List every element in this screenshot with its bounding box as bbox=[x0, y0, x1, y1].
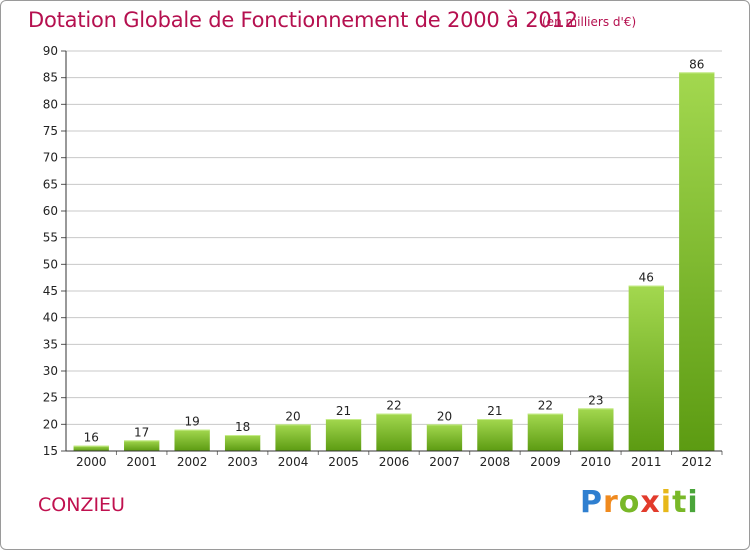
x-tick-label-2005: 2005 bbox=[328, 455, 359, 469]
value-label-2008: 21 bbox=[487, 404, 502, 418]
value-label-2011: 46 bbox=[639, 271, 654, 285]
y-tick-label: 60 bbox=[43, 204, 58, 218]
y-tick-label: 55 bbox=[43, 231, 58, 245]
y-tick-label: 20 bbox=[43, 417, 58, 431]
value-label-2006: 22 bbox=[386, 399, 401, 413]
x-tick-label-2008: 2008 bbox=[480, 455, 511, 469]
y-tick-label: 75 bbox=[43, 124, 58, 138]
bar-2007 bbox=[426, 424, 463, 451]
bar-2009 bbox=[527, 413, 564, 451]
chart-title: Dotation Globale de Fonctionnement de 20… bbox=[28, 8, 578, 32]
value-label-2000: 16 bbox=[84, 431, 99, 445]
bar-2005 bbox=[325, 419, 362, 451]
x-tick-label-2003: 2003 bbox=[227, 455, 258, 469]
label-layer: 15 20 25 30 35 40 45 50 55 60 65 70 75 80 85 90 16 2000 17… bbox=[43, 44, 712, 469]
chart-subtitle: (en milliers d'€) bbox=[542, 15, 637, 29]
value-label-2004: 20 bbox=[285, 409, 300, 423]
value-label-2001: 17 bbox=[134, 425, 149, 439]
x-tick-label-2011: 2011 bbox=[631, 455, 662, 469]
bar-2011 bbox=[628, 285, 664, 451]
grid-layer bbox=[66, 50, 722, 425]
x-tick-label-2004: 2004 bbox=[278, 455, 309, 469]
bar-2003 bbox=[224, 435, 261, 451]
bar-2008 bbox=[477, 419, 513, 451]
proxiti-logo[interactable]: Proxiti bbox=[580, 485, 699, 520]
y-tick-label: 70 bbox=[43, 151, 58, 165]
value-label-2009: 22 bbox=[538, 399, 553, 413]
y-tick-label: 40 bbox=[43, 311, 58, 325]
y-tick-label: 65 bbox=[43, 177, 58, 191]
bar-2010 bbox=[578, 408, 614, 451]
bar-2006 bbox=[376, 413, 412, 451]
x-tick-label-2000: 2000 bbox=[76, 455, 107, 469]
y-tick-label: 35 bbox=[43, 337, 58, 351]
y-tick-label: 90 bbox=[43, 44, 58, 58]
y-tick-label: 25 bbox=[43, 391, 58, 405]
y-tick-label: 30 bbox=[43, 364, 58, 378]
value-label-2010: 23 bbox=[588, 393, 603, 407]
x-tick-label-2009: 2009 bbox=[530, 455, 561, 469]
x-tick-label-2001: 2001 bbox=[126, 455, 157, 469]
commune-name: CONZIEU bbox=[38, 494, 125, 516]
y-tick-label: 50 bbox=[43, 257, 58, 271]
value-label-2003: 18 bbox=[235, 420, 250, 434]
value-label-2002: 19 bbox=[185, 415, 200, 429]
x-tick-label-2006: 2006 bbox=[379, 455, 410, 469]
bar-2012 bbox=[679, 72, 715, 451]
value-label-2007: 20 bbox=[437, 409, 452, 423]
y-tick-label: 15 bbox=[43, 444, 58, 458]
bar-2001 bbox=[124, 440, 160, 451]
x-tick-label-2002: 2002 bbox=[177, 455, 208, 469]
axis-layer bbox=[61, 50, 723, 455]
x-tick-label-2007: 2007 bbox=[429, 455, 460, 469]
y-tick-label: 80 bbox=[43, 97, 58, 111]
bar-2000 bbox=[73, 445, 109, 451]
bar-2004 bbox=[275, 424, 311, 451]
x-tick-label-2012: 2012 bbox=[681, 455, 712, 469]
x-tick-label-2010: 2010 bbox=[581, 455, 612, 469]
value-label-2005: 21 bbox=[336, 404, 351, 418]
bar-2002 bbox=[174, 429, 210, 451]
y-tick-label: 85 bbox=[43, 71, 58, 85]
value-label-2012: 86 bbox=[689, 57, 704, 71]
y-tick-label: 45 bbox=[43, 284, 58, 298]
bar-layer bbox=[73, 72, 715, 451]
